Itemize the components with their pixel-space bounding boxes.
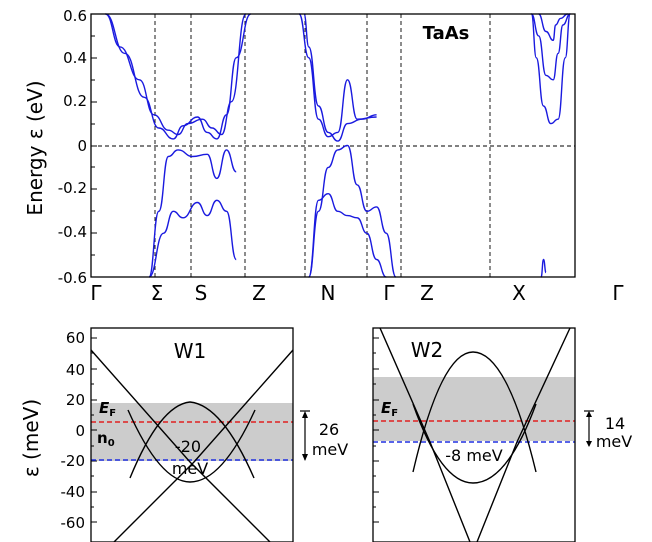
w1-annot-unit: meV — [172, 459, 208, 478]
top-plot-frame — [90, 13, 576, 278]
band-series-11 — [538, 13, 568, 42]
band-series-9 — [530, 13, 571, 125]
band-structure-panel: Energy ε (eV) 0.6 0.4 0.2 0 -0.2 -0.4 -0… — [23, 7, 624, 305]
w1-n0-label: n0 — [97, 429, 115, 449]
w2-yticks — [373, 337, 379, 523]
w2-parabola-up — [412, 403, 537, 484]
kpoint-x: X — [512, 281, 526, 305]
top-yticks — [91, 35, 97, 256]
ytick-0.2: 0.2 — [63, 92, 87, 110]
w2-gap-unit: meV — [596, 432, 632, 451]
band-series-8 — [308, 192, 387, 278]
ytick-0.4: 0.4 — [63, 49, 87, 67]
band-series-7 — [308, 144, 397, 278]
w1-gap-arrow — [300, 410, 310, 461]
w2-cone-left — [379, 327, 471, 542]
w2-gap-arrow — [584, 410, 594, 447]
w2-ef-label: EF — [381, 399, 398, 419]
kpoint-gamma-1: Γ — [90, 281, 102, 305]
w2-panel: W2 EF -8 meV 14 meV — [372, 327, 632, 542]
bottom-ylabel: ε (meV) — [19, 399, 43, 477]
kpoint-gamma-3: Γ — [612, 281, 624, 305]
band-series-4 — [148, 199, 237, 278]
kpoint-s: S — [195, 281, 208, 305]
w1-ytick-40: 40 — [66, 361, 85, 379]
w2-gap-value: 14 — [605, 414, 625, 433]
top-gridlines — [91, 14, 575, 277]
w2-parabola-down — [412, 351, 537, 473]
w1-plot-frame — [90, 327, 294, 542]
ytick--0.4: -0.4 — [58, 223, 87, 241]
ytick--0.6: -0.6 — [58, 269, 87, 287]
w1-ytick-20: 20 — [66, 391, 85, 409]
w2-cone-right — [476, 327, 571, 542]
w1-ytick-60: 60 — [66, 329, 85, 347]
ytick-0: 0 — [77, 137, 87, 155]
w1-panel: ε (meV) 60 40 20 0 -20 -40 -60 W1 EF n0 … — [19, 327, 348, 542]
top-ylabel: Energy ε (eV) — [23, 80, 47, 215]
band-series-3 — [148, 149, 237, 278]
w1-ytick--20: -20 — [61, 452, 86, 470]
kpoint-gamma-2: Γ — [383, 281, 395, 305]
w1-ytick--60: -60 — [61, 514, 86, 532]
ytick-0.6: 0.6 — [63, 7, 87, 25]
w2-title: W2 — [411, 338, 444, 362]
w1-parabola-up — [127, 409, 256, 483]
w1-shaded-band — [91, 403, 293, 461]
kpoint-z-2: Z — [420, 281, 434, 305]
band-curves — [105, 13, 571, 278]
w1-ytick-0: 0 — [75, 422, 85, 440]
w1-ef-label: EF — [99, 399, 116, 419]
kpoint-sigma: Σ — [151, 281, 164, 305]
band-series-2 — [105, 13, 252, 140]
w1-gap-value: 26 — [319, 420, 339, 439]
w1-cone-right — [113, 349, 294, 542]
ytick--0.2: -0.2 — [58, 179, 87, 197]
w2-shaded-band — [373, 377, 575, 441]
w1-cone-left — [90, 349, 271, 542]
top-title: TaAs — [423, 23, 470, 44]
w2-plot-frame — [372, 327, 576, 542]
w1-annot-value: -20 — [175, 437, 201, 456]
kpoint-n: N — [321, 281, 336, 305]
w1-title: W1 — [174, 339, 207, 363]
w1-gap-unit: meV — [312, 440, 348, 459]
band-series-12 — [540, 258, 547, 278]
band-series-10 — [530, 13, 571, 81]
kpoint-z-1: Z — [252, 281, 266, 305]
w1-parabola-down — [129, 401, 255, 479]
w2-annot: -8 meV — [445, 446, 502, 465]
w1-ytick--40: -40 — [61, 483, 86, 501]
band-series-6 — [298, 13, 377, 138]
